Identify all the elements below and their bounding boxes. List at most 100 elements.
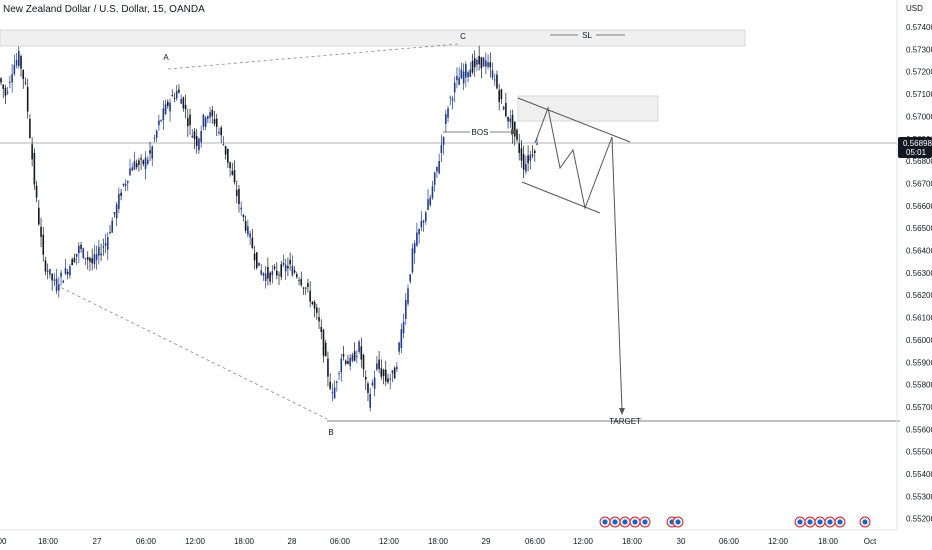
candle-body	[507, 116, 509, 122]
candle-body	[322, 329, 325, 356]
candle-body	[129, 168, 131, 176]
candle-body	[187, 117, 189, 127]
candle-body	[78, 245, 80, 254]
candle-body	[113, 212, 116, 214]
candle-body	[73, 258, 76, 262]
current-price-box	[898, 137, 932, 158]
candle-body	[215, 118, 218, 127]
candle-body	[118, 193, 120, 209]
candle-body	[42, 234, 45, 255]
candle-body	[120, 192, 122, 196]
candle-body	[71, 259, 73, 266]
candle-body	[356, 356, 358, 357]
candle-body	[373, 377, 376, 389]
candle-body	[502, 106, 505, 110]
candle-body	[485, 60, 487, 67]
candle-body	[184, 104, 187, 110]
candle-body	[35, 185, 38, 198]
candle-body	[324, 342, 327, 357]
time-tick-label: 12:00	[768, 537, 789, 546]
candle-body	[20, 56, 22, 69]
sl-supply-zone	[0, 29, 746, 47]
candle-body	[200, 130, 202, 143]
candle-body	[384, 369, 387, 382]
candle-body	[135, 163, 138, 168]
candle-body	[75, 253, 78, 257]
candle-body	[204, 117, 207, 127]
candle-body	[349, 357, 351, 367]
time-tick-label: 29	[482, 537, 491, 546]
candle-body	[527, 155, 529, 164]
plot-area[interactable]	[0, 0, 895, 517]
candle-body	[235, 190, 238, 196]
candle-body	[511, 114, 514, 135]
candle-body	[269, 272, 271, 282]
candle-body	[84, 258, 87, 260]
candle-body	[275, 270, 278, 276]
time-tick-label: 18:00	[622, 537, 643, 546]
candle-body	[142, 160, 145, 165]
candle-body	[9, 81, 11, 83]
candle-body	[427, 199, 429, 210]
candle-body	[189, 114, 191, 126]
candle-body	[413, 243, 416, 254]
time-tick-label: 12:00	[379, 537, 400, 546]
candle-body	[171, 95, 174, 97]
candle-body	[6, 92, 9, 94]
economic-events[interactable]	[599, 516, 871, 528]
candle-body	[516, 129, 518, 140]
time-axis[interactable]: 00 18:00 27 06:00 12:00 18:00 28 06:00 12:00 18:0…	[0, 537, 877, 546]
candle-body	[533, 150, 536, 153]
candle-body	[536, 143, 538, 145]
time-tick-label: 30	[677, 537, 686, 546]
candle-body	[240, 207, 242, 210]
candle-body	[447, 108, 449, 118]
candle-body	[2, 84, 5, 89]
candle-body	[182, 97, 185, 109]
candle-body	[231, 170, 234, 175]
candle-body	[64, 267, 67, 274]
candle-body	[38, 207, 40, 225]
trendline-a-c	[167, 43, 459, 70]
economic-event-flag-inner-icon	[807, 519, 813, 525]
candle-body	[247, 226, 249, 235]
candle-body	[209, 112, 211, 118]
candle-body	[260, 270, 263, 275]
candle-body	[420, 220, 423, 228]
candle-body	[393, 367, 396, 379]
candle-body	[340, 358, 343, 373]
economic-event-flag-inner-icon	[817, 519, 823, 525]
candle-body	[396, 366, 398, 370]
candle-body	[409, 274, 412, 282]
candle-body	[347, 360, 349, 365]
candle-body	[282, 262, 285, 265]
price-axis[interactable]: 0.574000.573000.572000.571000.570000.569…	[906, 23, 932, 524]
time-tick-label: 06:00	[719, 537, 740, 546]
candle-body	[344, 360, 347, 364]
candle-body	[93, 254, 96, 265]
current-price-value: 0.56898	[903, 139, 932, 148]
candle-body	[253, 253, 256, 261]
candle-body	[33, 152, 36, 185]
candle-body	[13, 64, 16, 74]
candle-body	[453, 82, 456, 93]
candle-body	[480, 57, 483, 69]
candle-body	[418, 228, 420, 235]
candle-body	[162, 108, 165, 121]
candle-body	[140, 158, 142, 160]
candle-body	[195, 136, 198, 147]
candle-body	[476, 59, 478, 65]
candle-body	[387, 378, 389, 383]
label-bos: BOS	[472, 128, 489, 137]
candle-body	[191, 135, 194, 138]
candle-body	[522, 154, 525, 170]
candle-body	[111, 220, 114, 233]
candle-body	[291, 265, 294, 276]
candle-body	[460, 69, 463, 79]
